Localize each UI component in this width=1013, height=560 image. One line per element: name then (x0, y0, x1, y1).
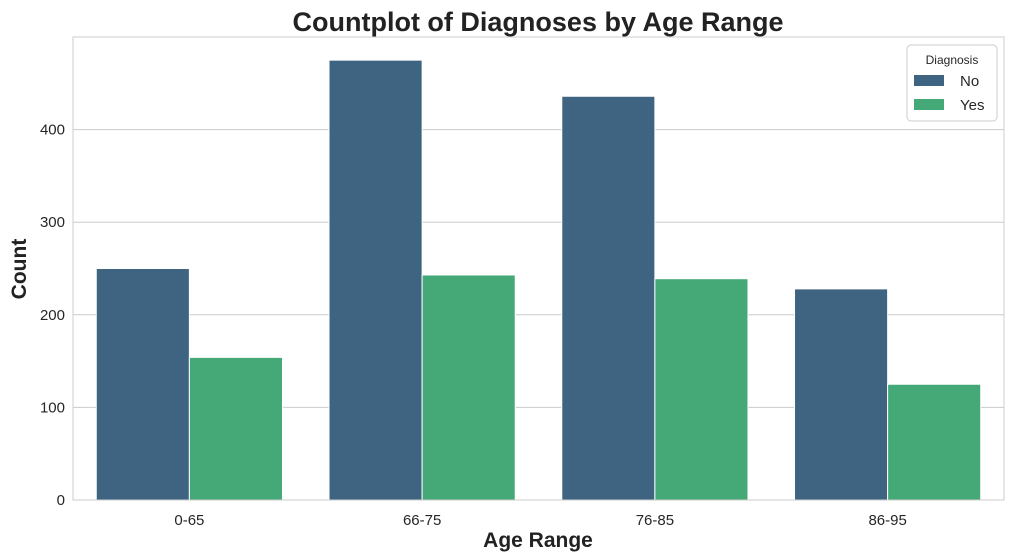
bar-66-75-no (328, 59, 423, 501)
x-tick-label: 86-95 (868, 512, 906, 529)
bar-76-85-no (561, 95, 656, 501)
bar-86-95-no (794, 288, 889, 501)
y-tick-label: 200 (40, 307, 65, 324)
x-tick-label: 0-65 (174, 512, 204, 529)
y-tick-label: 300 (40, 214, 65, 231)
legend-label-no: No (960, 73, 979, 90)
y-tick-label: 100 (40, 399, 65, 416)
legend-title: Diagnosis (926, 53, 979, 67)
legend: Diagnosis No Yes (906, 44, 998, 122)
bar-76-85-yes (654, 278, 749, 501)
x-axis-ticks: 0-65 66-75 76-85 86-95 (174, 512, 906, 529)
legend-swatch-yes (914, 99, 944, 110)
bar-86-95-yes (887, 383, 982, 501)
x-axis-label: Age Range (483, 529, 593, 552)
legend-swatch-no (914, 75, 944, 86)
y-axis-ticks: 0 100 200 300 400 (40, 122, 65, 509)
bars (95, 59, 982, 501)
bar-0-65-no (95, 268, 190, 501)
plot-frame (72, 36, 1005, 501)
bar-66-75-yes (421, 274, 516, 501)
x-tick-label: 66-75 (403, 512, 441, 529)
y-axis-label: Count (8, 239, 31, 300)
bar-0-65-yes (188, 356, 283, 501)
legend-label-yes: Yes (960, 97, 984, 114)
y-tick-label: 400 (40, 122, 65, 139)
chart-title: Countplot of Diagnoses by Age Range (292, 7, 783, 37)
x-tick-label: 76-85 (636, 512, 674, 529)
y-tick-label: 0 (57, 492, 65, 509)
